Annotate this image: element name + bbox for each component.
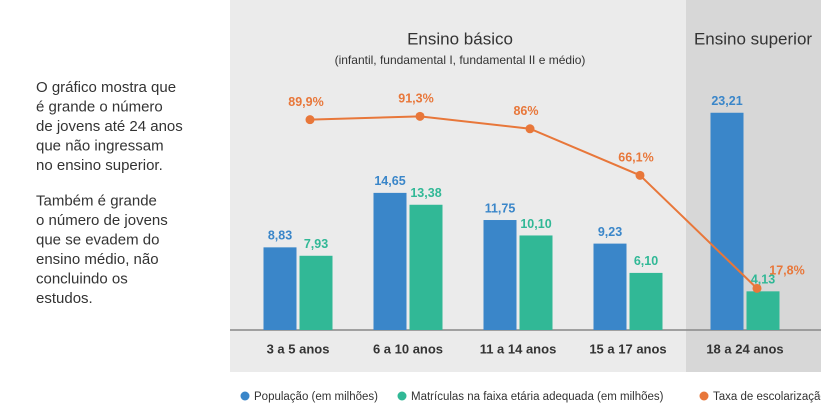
legend-marker [699, 391, 709, 401]
sidebar-text: O gráfico mostra que [36, 79, 176, 96]
value-label: 13,38 [410, 186, 441, 200]
x-tick-label: 18 a 24 anos [706, 341, 783, 356]
legend-marker [240, 391, 250, 401]
bar [593, 243, 627, 330]
bar [299, 255, 333, 330]
value-label: 7,93 [304, 237, 328, 251]
bar [263, 247, 297, 330]
sidebar-text: no ensino superior. [36, 157, 163, 174]
bar [519, 235, 553, 330]
line-point [752, 283, 762, 293]
line-point [415, 111, 425, 121]
value-label: 9,23 [598, 225, 622, 239]
sidebar-text: ensino médio, não [36, 251, 159, 268]
line-point [305, 115, 315, 125]
x-tick-label: 11 a 14 anos [480, 341, 557, 356]
legend-label: População (em milhões) [254, 391, 378, 403]
value-label: 4,13 [751, 273, 775, 287]
value-label: 10,10 [520, 217, 551, 231]
bar [483, 220, 517, 330]
value-label: 8,83 [268, 229, 292, 243]
legend-marker [397, 391, 407, 401]
sidebar-text: é grande o número [36, 98, 163, 115]
bar [373, 192, 407, 330]
value-label: 17,8% [769, 264, 804, 278]
value-label: 6,10 [634, 254, 658, 268]
value-label: 91,3% [398, 92, 433, 106]
value-label: 86% [513, 104, 538, 118]
line-point [525, 124, 535, 134]
line-point [635, 170, 645, 180]
x-tick-label: 3 a 5 anos [267, 341, 330, 356]
bar [409, 204, 443, 330]
sidebar-text: Também é grande [36, 192, 157, 209]
sidebar-text: de jovens até 24 anos [36, 118, 183, 135]
bar [746, 291, 780, 330]
x-tick-label: 15 a 17 anos [589, 341, 666, 356]
value-label: 89,9% [288, 95, 323, 109]
sidebar-text: concluindo os [36, 270, 128, 287]
sidebar-text: que não ingressam [36, 137, 164, 154]
legend-label: Matrículas na faixa etária adequada (em … [411, 391, 664, 403]
value-label: 23,21 [711, 94, 742, 108]
value-label: 14,65 [374, 174, 405, 188]
sidebar-text: que se evadem do [36, 231, 159, 248]
group-label: Ensino básico [407, 29, 513, 48]
sidebar-text: estudos. [36, 290, 93, 307]
group-label: Ensino superior [694, 29, 812, 48]
legend-label: Taxa de escolarização [713, 391, 821, 403]
bar [710, 112, 744, 331]
value-label: 11,75 [485, 201, 516, 215]
x-tick-label: 6 a 10 anos [373, 341, 443, 356]
group-subtitle: (infantil, fundamental I, fundamental II… [335, 53, 586, 67]
value-label: 66,1% [618, 151, 653, 165]
sidebar-text: o número de jovens [36, 212, 168, 229]
bar [629, 272, 663, 330]
